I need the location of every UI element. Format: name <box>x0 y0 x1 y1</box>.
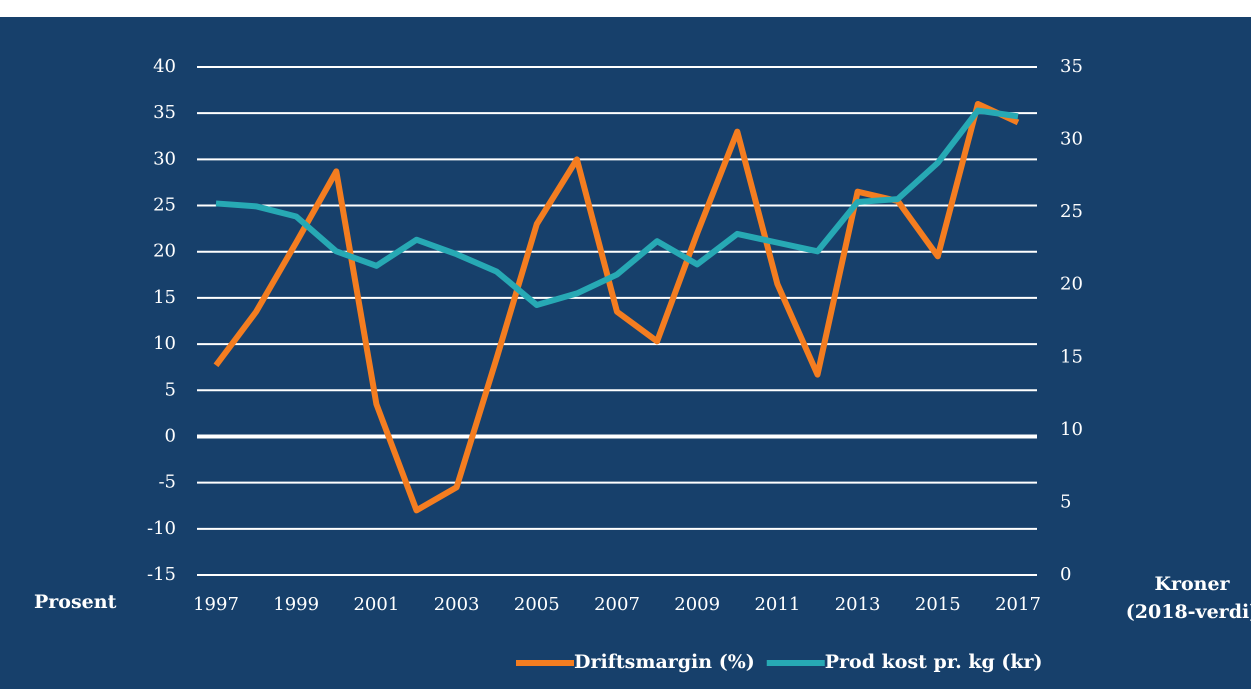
y2-tick-label: 30 <box>1060 129 1083 150</box>
y-tick-label: 20 <box>153 241 176 262</box>
x-tick-label: 2005 <box>514 594 560 615</box>
chart-background <box>0 17 1251 689</box>
x-tick-label: 2003 <box>434 594 480 615</box>
label-line: (2018-verdi) <box>1126 601 1251 623</box>
y-tick-label: -10 <box>147 518 176 539</box>
y-tick-label: -5 <box>158 472 176 493</box>
y2-tick-label: 20 <box>1060 274 1083 295</box>
x-tick-label: 1997 <box>193 594 239 615</box>
y-tick-label: 15 <box>153 287 176 308</box>
x-tick-label: 2001 <box>353 594 399 615</box>
y-axis-label: Prosent <box>34 591 117 613</box>
y-tick-label: 35 <box>153 102 176 123</box>
y2-axis-label: Kroner (2018-verdi) <box>1126 573 1251 623</box>
x-tick-label: 2015 <box>915 594 961 615</box>
x-tick-label: 2017 <box>995 594 1041 615</box>
data-line <box>215 107 1019 309</box>
x-tick-label: 1999 <box>273 594 319 615</box>
y2-tick-label: 35 <box>1060 56 1083 77</box>
y2-tick-label: 25 <box>1060 201 1083 222</box>
x-tick-label: 2007 <box>594 594 640 615</box>
y-tick-label: -15 <box>147 564 176 585</box>
legend-label: Driftsmargin (%) <box>574 651 755 673</box>
y-tick-label: 10 <box>153 333 176 354</box>
label-line: Kroner <box>1154 573 1230 595</box>
y-tick-label: 30 <box>153 148 176 169</box>
y2-tick-label: 10 <box>1060 419 1083 440</box>
y-tick-label: 25 <box>153 195 176 216</box>
x-tick-label: 2013 <box>835 594 881 615</box>
y2-tick-label: 5 <box>1060 491 1071 512</box>
legend-label: Prod kost pr. kg (kr) <box>825 651 1043 673</box>
y-tick-label: 5 <box>165 379 176 400</box>
y-tick-label: 0 <box>165 425 176 446</box>
x-tick-label: 2009 <box>674 594 720 615</box>
y2-tick-label: 0 <box>1060 564 1071 585</box>
y2-tick-label: 15 <box>1060 346 1083 367</box>
x-tick-label: 2011 <box>754 594 800 615</box>
y-tick-label: 40 <box>153 56 176 77</box>
